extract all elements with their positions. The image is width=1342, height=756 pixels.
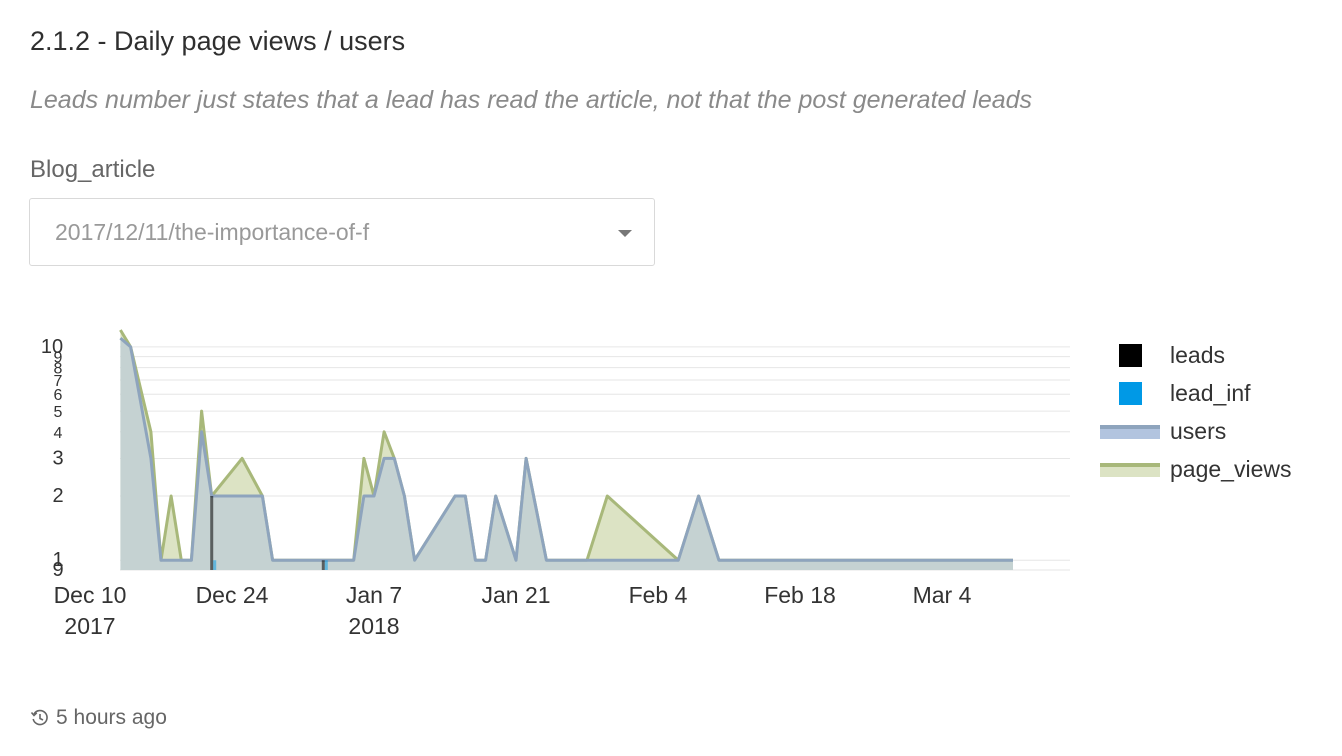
legend-swatch bbox=[1100, 465, 1160, 477]
x-tick-labels: Dec 10 2017 Dec 24 Jan 7 2018 Jan 21 Feb 4 Feb … bbox=[54, 582, 972, 639]
select-value: 2017/12/11/the-importance-of-f bbox=[55, 219, 370, 245]
y-tick-label: 4 bbox=[54, 425, 63, 442]
series-areas bbox=[119, 329, 1013, 570]
y-tick-label: 1 bbox=[52, 549, 63, 571]
y-tick-label: 9 bbox=[54, 350, 63, 367]
x-tick-year: 2017 bbox=[64, 613, 115, 639]
legend-swatch bbox=[1119, 382, 1142, 405]
legend-swatch bbox=[1100, 427, 1160, 439]
filter-label: Blog_article bbox=[30, 156, 156, 183]
last-updated: 5 hours ago bbox=[30, 706, 167, 730]
x-tick-label: Mar 4 bbox=[913, 582, 972, 608]
x-tick-label: Jan 7 bbox=[346, 582, 402, 608]
legend-swatch bbox=[1119, 344, 1142, 367]
y-tick-label: 3 bbox=[52, 447, 63, 469]
chevron-down-icon[interactable] bbox=[618, 230, 632, 237]
y-tick-label: 10 bbox=[41, 336, 63, 358]
x-tick-label: Dec 10 bbox=[54, 582, 127, 608]
y-tick-label: 5 bbox=[54, 404, 63, 421]
legend-item-page-views[interactable]: page_views bbox=[1100, 456, 1291, 482]
history-icon bbox=[30, 709, 48, 726]
area-users bbox=[120, 338, 1013, 570]
x-tick-label: Jan 21 bbox=[481, 582, 550, 608]
bar-leads bbox=[210, 496, 214, 570]
x-tick-year: 2018 bbox=[348, 613, 399, 639]
legend-label: leads bbox=[1170, 342, 1225, 368]
legend-item-users[interactable]: users bbox=[1100, 418, 1226, 444]
legend-label: lead_inf bbox=[1170, 380, 1251, 406]
y-tick-label: 6 bbox=[54, 387, 63, 404]
bar-leads bbox=[321, 560, 325, 570]
chart-subtitle: Leads number just states that a lead has… bbox=[30, 86, 1033, 114]
legend-item-leads[interactable]: leads bbox=[1119, 342, 1225, 368]
updated-text: 5 hours ago bbox=[56, 706, 167, 729]
blog-article-select[interactable]: 2017/12/11/the-importance-of-f bbox=[29, 198, 655, 266]
x-tick-label: Feb 4 bbox=[629, 582, 688, 608]
chart-title: 2.1.2 - Daily page views / users bbox=[30, 26, 406, 56]
legend-label: users bbox=[1170, 418, 1226, 444]
bar-lead-inf bbox=[213, 560, 217, 570]
lead-bars bbox=[210, 496, 328, 570]
y-tick-label: 9 bbox=[52, 559, 63, 581]
y-tick-label: 7 bbox=[54, 373, 63, 390]
legend-item-lead-inf[interactable]: lead_inf bbox=[1119, 380, 1251, 406]
bar-lead-inf bbox=[324, 560, 328, 570]
legend-label: page_views bbox=[1170, 456, 1291, 482]
line-users bbox=[119, 336, 1013, 562]
x-tick-label: Feb 18 bbox=[764, 582, 836, 608]
y-tick-label: 8 bbox=[54, 361, 63, 378]
x-tick-label: Dec 24 bbox=[196, 582, 269, 608]
y-tick-label: 2 bbox=[52, 485, 63, 507]
